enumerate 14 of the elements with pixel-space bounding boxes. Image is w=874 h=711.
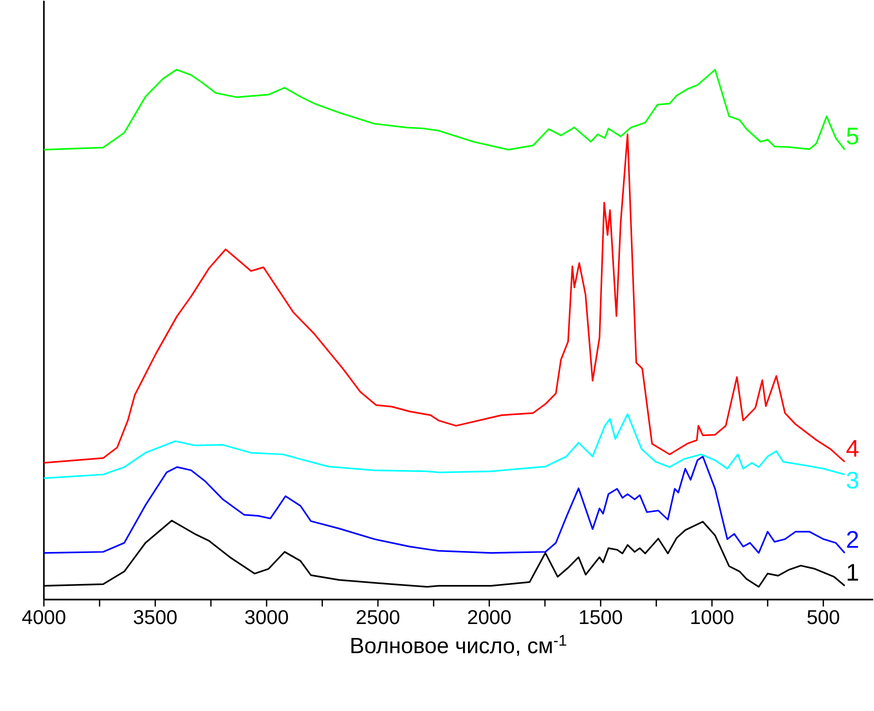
series-label: 3 [846,472,858,489]
series-label: 1 [848,564,858,580]
x-tick-label: 2500 [356,610,400,624]
series-label: 4 [846,440,859,456]
series-label: 2 [847,530,858,548]
x-tick-label: 3500 [134,610,177,624]
x-tick-label: 3000 [245,610,288,624]
x-axis-title: Волновое число, см$^{-1}$ [351,634,566,656]
x-tick-label: 1500 [580,610,622,624]
series-label: 5 [846,128,858,144]
x-tick-label: 2000 [468,610,511,624]
x-tick-label: 500 [807,610,840,624]
x-tick-label: 1000 [691,610,734,624]
x-tick-label: 4000 [22,610,66,624]
